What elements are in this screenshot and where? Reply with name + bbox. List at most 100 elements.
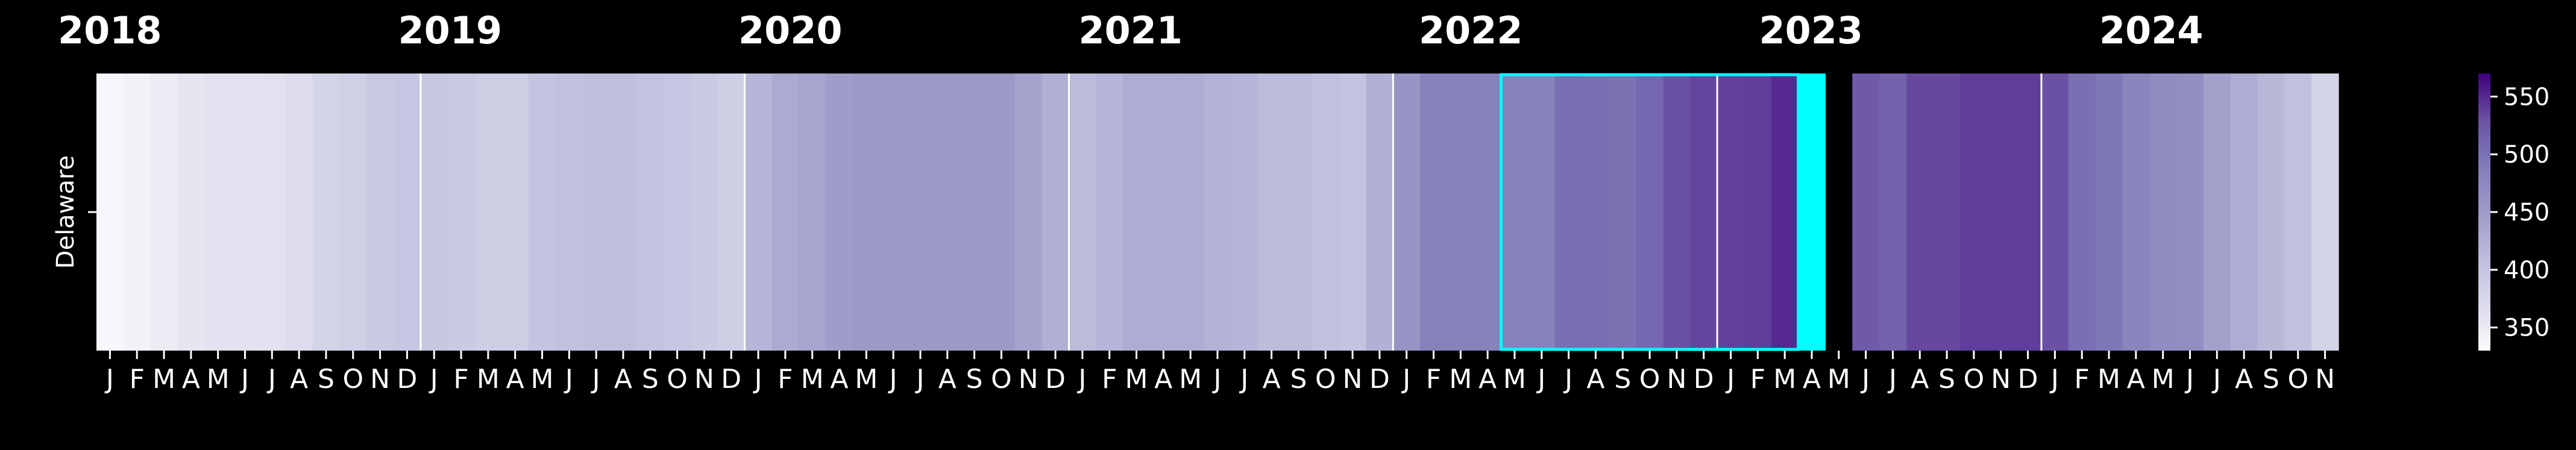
heatmap-cell bbox=[150, 73, 178, 351]
heatmap-cell bbox=[1555, 73, 1583, 351]
heatmap-cell bbox=[799, 73, 826, 351]
heatmap-cell bbox=[1041, 73, 1070, 351]
heatmap-cell bbox=[1879, 73, 1907, 351]
heatmap-cell bbox=[1474, 73, 1502, 351]
highlight-cell bbox=[1798, 73, 1826, 351]
month-tick-label: A bbox=[182, 364, 200, 395]
month-tick-label: N bbox=[2315, 364, 2335, 395]
heatmap-cell bbox=[204, 73, 232, 351]
heatmap-cell bbox=[258, 73, 286, 351]
heatmap-cell bbox=[1906, 73, 1934, 351]
month-tick-label: A bbox=[1263, 364, 1281, 395]
month-tick-label: A bbox=[1586, 364, 1604, 395]
month-tick-label: J bbox=[1860, 364, 1870, 395]
month-tick-label: J bbox=[266, 364, 276, 395]
year-label: 2024 bbox=[2099, 8, 2204, 52]
month-tick-label: F bbox=[1102, 364, 1117, 395]
heatmap-cell bbox=[2068, 73, 2096, 351]
heatmap-cell bbox=[1960, 73, 1988, 351]
year-label: 2022 bbox=[1419, 8, 1523, 52]
highlight-layer bbox=[1500, 73, 1826, 351]
month-tick-label: J bbox=[2049, 364, 2059, 395]
heatmap-cell bbox=[1609, 73, 1637, 351]
month-tick-label: A bbox=[938, 364, 957, 395]
heatmap-cell bbox=[1933, 73, 1961, 351]
heatmap-cell bbox=[312, 73, 340, 351]
heatmap-cell bbox=[879, 73, 908, 351]
heatmap-cell bbox=[664, 73, 691, 351]
month-tick-label: M bbox=[855, 364, 878, 395]
heatmap-cell bbox=[1528, 73, 1556, 351]
heatmap-cell bbox=[1096, 73, 1123, 351]
month-tick-label: A bbox=[506, 364, 524, 395]
month-tick-label: M bbox=[2097, 364, 2120, 395]
heatmap-cell bbox=[1285, 73, 1313, 351]
heatmap-cell bbox=[1366, 73, 1393, 351]
month-tick-label: F bbox=[2075, 364, 2090, 395]
month-tick-label: J bbox=[591, 364, 600, 395]
heatmap-cells bbox=[96, 73, 2339, 351]
heatmap-cell bbox=[744, 73, 773, 351]
month-tick-label: S bbox=[318, 364, 335, 395]
month-tick-label: O bbox=[667, 364, 688, 395]
heatmap-cell bbox=[2311, 73, 2339, 351]
month-tick-label: M bbox=[2152, 364, 2175, 395]
heatmap-cell bbox=[1204, 73, 1232, 351]
heatmap-cell bbox=[394, 73, 421, 351]
heatmap-cell bbox=[447, 73, 476, 351]
month-tick-label: D bbox=[1369, 364, 1390, 395]
heatmap-cell bbox=[1123, 73, 1151, 351]
month-tick-label: N bbox=[1667, 364, 1686, 395]
month-tick-label: S bbox=[1614, 364, 1631, 395]
heatmap-cell bbox=[339, 73, 367, 351]
month-tick-label: J bbox=[1212, 364, 1222, 395]
month-tick-label: O bbox=[1964, 364, 1985, 395]
heatmap-cell bbox=[852, 73, 881, 351]
month-tick-label: D bbox=[397, 364, 417, 395]
row-label: Delaware bbox=[52, 155, 80, 269]
month-tick-label: M bbox=[531, 364, 554, 395]
month-tick-label: O bbox=[1639, 364, 1660, 395]
year-label: 2018 bbox=[58, 8, 162, 52]
month-tick-label: A bbox=[1154, 364, 1172, 395]
month-tick-label: J bbox=[914, 364, 924, 395]
heatmap-cell bbox=[123, 73, 151, 351]
colorbar-bar bbox=[2478, 73, 2490, 351]
month-tick-label: D bbox=[1694, 364, 1714, 395]
heatmap-cell bbox=[826, 73, 853, 351]
month-tick-label: J bbox=[564, 364, 573, 395]
colorbar-tick-label: 550 bbox=[2504, 83, 2549, 111]
heatmap-cell bbox=[555, 73, 583, 351]
month-tick-label: J bbox=[1239, 364, 1248, 395]
month-tick-label: J bbox=[888, 364, 897, 395]
heatmap-cell bbox=[1636, 73, 1664, 351]
heatmap-cell bbox=[1717, 73, 1745, 351]
month-tick-label: M bbox=[801, 364, 824, 395]
heatmap-cell bbox=[1825, 73, 1853, 351]
month-tick-label: M bbox=[152, 364, 175, 395]
heatmap-cell bbox=[609, 73, 637, 351]
heatmap-cell bbox=[1339, 73, 1367, 351]
month-tick-label: J bbox=[429, 364, 438, 395]
colorbar-tick-label: 350 bbox=[2504, 314, 2549, 342]
year-label: 2021 bbox=[1079, 8, 1183, 52]
colorbar: 350 400 450 500 550 bbox=[2478, 73, 2549, 351]
month-tick-label: A bbox=[1911, 364, 1929, 395]
month-tick-label: J bbox=[1401, 364, 1410, 395]
heatmap-cell bbox=[1690, 73, 1718, 351]
heatmap-cell bbox=[2095, 73, 2123, 351]
heatmap-cell bbox=[1312, 73, 1340, 351]
month-tick-label: S bbox=[1290, 364, 1307, 395]
heatmap-cell bbox=[1663, 73, 1691, 351]
heatmap-cell bbox=[1852, 73, 1880, 351]
heatmap-cell bbox=[501, 73, 529, 351]
row-axis: Delaware bbox=[52, 155, 96, 269]
heatmap-cell bbox=[2284, 73, 2312, 351]
heatmap-cell bbox=[582, 73, 611, 351]
heatmap-cell bbox=[1176, 73, 1205, 351]
heatmap-cell bbox=[2149, 73, 2177, 351]
heatmap-cell bbox=[1420, 73, 1448, 351]
year-label: 2023 bbox=[1759, 8, 1864, 52]
